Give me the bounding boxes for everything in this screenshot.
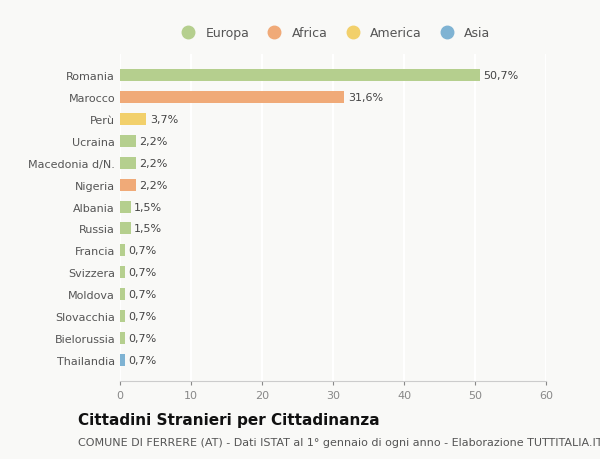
Text: 0,7%: 0,7%: [128, 290, 157, 300]
Text: 0,7%: 0,7%: [128, 311, 157, 321]
Text: 0,7%: 0,7%: [128, 333, 157, 343]
Text: 2,2%: 2,2%: [139, 180, 167, 190]
Text: 0,7%: 0,7%: [128, 355, 157, 365]
Text: 3,7%: 3,7%: [150, 115, 178, 125]
Bar: [120, 267, 125, 279]
Bar: [120, 332, 125, 344]
Bar: [120, 135, 136, 147]
Bar: [120, 289, 125, 301]
Text: 2,2%: 2,2%: [139, 158, 167, 168]
Bar: [120, 70, 480, 82]
Text: 2,2%: 2,2%: [139, 136, 167, 146]
Bar: [120, 223, 131, 235]
Text: 1,5%: 1,5%: [134, 224, 163, 234]
Text: COMUNE DI FERRERE (AT) - Dati ISTAT al 1° gennaio di ogni anno - Elaborazione TU: COMUNE DI FERRERE (AT) - Dati ISTAT al 1…: [78, 437, 600, 447]
Text: Cittadini Stranieri per Cittadinanza: Cittadini Stranieri per Cittadinanza: [78, 413, 380, 428]
Bar: [120, 201, 131, 213]
Bar: [120, 310, 125, 322]
Text: 50,7%: 50,7%: [484, 71, 519, 81]
Bar: [120, 92, 344, 104]
Text: 1,5%: 1,5%: [134, 202, 163, 212]
Text: 0,7%: 0,7%: [128, 268, 157, 278]
Legend: Europa, Africa, America, Asia: Europa, Africa, America, Asia: [170, 22, 496, 45]
Bar: [120, 157, 136, 169]
Text: 31,6%: 31,6%: [348, 93, 383, 103]
Bar: [120, 114, 146, 126]
Bar: [120, 245, 125, 257]
Bar: [120, 354, 125, 366]
Text: 0,7%: 0,7%: [128, 246, 157, 256]
Bar: [120, 179, 136, 191]
